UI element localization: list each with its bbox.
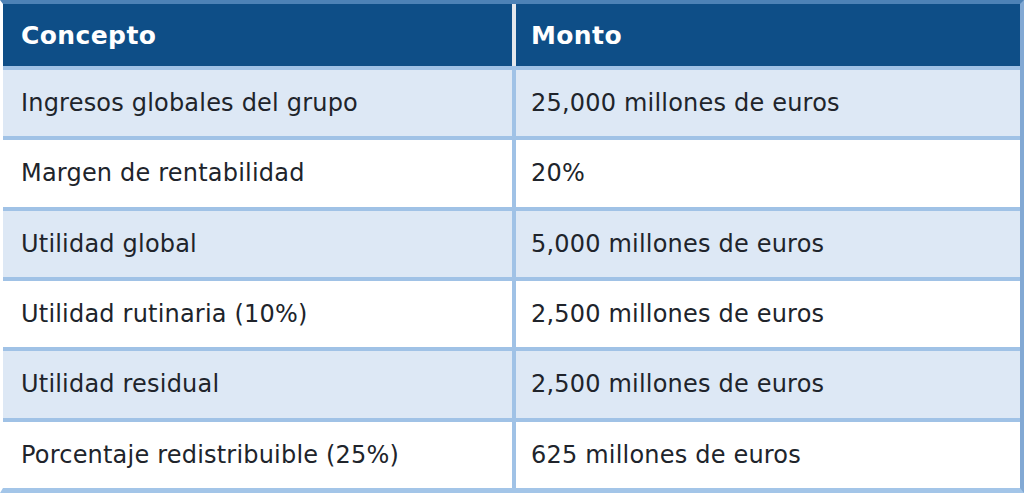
cell-monto: 2,500 millones de euros: [516, 351, 1020, 417]
table-row: Utilidad rutinaria (10%) 2,500 millones …: [3, 281, 1020, 347]
cell-concepto: Utilidad global: [3, 211, 512, 277]
cell-monto: 2,500 millones de euros: [516, 281, 1020, 347]
table-row: Margen de rentabilidad 20%: [3, 140, 1020, 206]
cell-concepto: Utilidad rutinaria (10%): [3, 281, 512, 347]
table-row: Porcentaje redistribuible (25%) 625 mill…: [3, 422, 1020, 488]
cell-monto: 20%: [516, 140, 1020, 206]
header-cell-concepto: Concepto: [3, 4, 512, 66]
cell-concepto: Porcentaje redistribuible (25%): [3, 422, 512, 488]
cell-monto: 5,000 millones de euros: [516, 211, 1020, 277]
cell-concepto: Utilidad residual: [3, 351, 512, 417]
cell-monto: 25,000 millones de euros: [516, 70, 1020, 136]
table-row: Utilidad global 5,000 millones de euros: [3, 211, 1020, 277]
cell-concepto: Ingresos globales del grupo: [3, 70, 512, 136]
cell-monto: 625 millones de euros: [516, 422, 1020, 488]
concepto-monto-table: Concepto Monto Ingresos globales del gru…: [0, 0, 1024, 493]
cell-concepto: Margen de rentabilidad: [3, 140, 512, 206]
table-row: Utilidad residual 2,500 millones de euro…: [3, 351, 1020, 417]
table-header-row: Concepto Monto: [3, 4, 1020, 66]
table-row: Ingresos globales del grupo 25,000 millo…: [3, 70, 1020, 136]
header-cell-monto: Monto: [516, 4, 1020, 66]
